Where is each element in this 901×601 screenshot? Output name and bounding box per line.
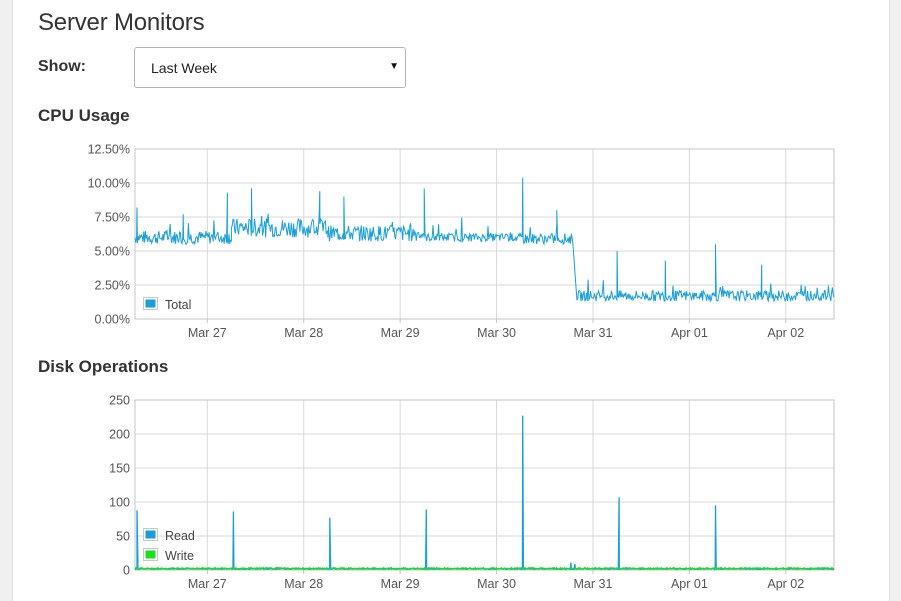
y-tick-label: 10.00% [88,177,130,191]
time-range-select[interactable]: Last Week ▼ [134,47,406,88]
x-tick-label: Apr 01 [671,326,708,340]
y-tick-label: 2.50% [95,279,130,293]
plot-frame [134,148,835,320]
y-tick-label: 100 [109,496,130,510]
series-line-total [134,177,835,303]
y-tick-label: 0.00% [95,313,130,327]
y-tick-label: 12.50% [88,143,130,157]
x-tick-label: Mar 30 [477,577,516,591]
y-tick-label: 7.50% [95,211,130,225]
x-tick-label: Mar 27 [188,577,227,591]
y-tick-label: 200 [109,428,130,442]
show-label: Show: [38,58,86,75]
x-tick-label: Mar 31 [574,577,613,591]
y-tick-label: 250 [109,394,130,408]
x-tick-label: Mar 27 [188,326,227,340]
x-tick-label: Mar 28 [284,326,323,340]
legend-label: Total [165,298,191,312]
legend-swatch [145,550,156,559]
legend-label: Write [165,549,194,563]
dropdown-arrow-icon: ▼ [389,61,399,72]
time-range-value: Last Week [151,60,217,76]
y-tick-label: 50 [116,530,130,544]
legend-item-read: Read [143,528,195,543]
x-tick-label: Mar 28 [284,577,323,591]
x-tick-label: Mar 29 [381,577,420,591]
x-tick-label: Mar 29 [381,326,420,340]
legend-swatch [145,530,156,539]
y-tick-label: 150 [109,462,130,476]
legend-item-write: Write [143,548,194,563]
y-tick-label: 0 [123,564,130,578]
legend-swatch [145,299,156,308]
page-title: Server Monitors [38,9,205,36]
content-panel [12,0,890,601]
x-tick-label: Apr 02 [767,326,804,340]
x-tick-label: Apr 02 [767,577,804,591]
x-tick-label: Mar 30 [477,326,516,340]
y-tick-label: 5.00% [95,245,130,259]
legend-item-total: Total [143,297,191,312]
x-tick-label: Apr 01 [671,577,708,591]
disk-operations-title: Disk Operations [38,357,169,376]
plot-frame [134,399,835,571]
cpu-usage-title: CPU Usage [38,106,130,125]
legend-label: Read [165,529,195,543]
series-line-read [134,415,835,571]
x-tick-label: Mar 31 [574,326,613,340]
series-line-write [134,566,835,571]
